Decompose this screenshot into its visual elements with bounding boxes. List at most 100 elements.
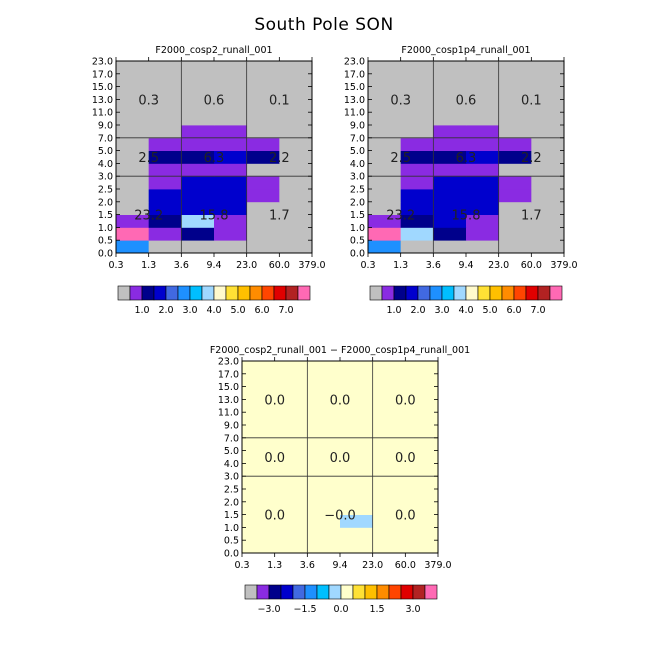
heatmap-cell [372, 373, 406, 387]
heatmap-cell [274, 501, 308, 515]
colorbar-swatch [285, 285, 299, 301]
heatmap-cell [368, 176, 402, 190]
x-tick-label: 379.0 [550, 260, 577, 271]
heatmap-cell [368, 201, 402, 215]
group-value-label: 23.2 [386, 209, 415, 224]
colorbar-label: 5.0 [482, 305, 497, 316]
heatmap-cell [340, 476, 374, 490]
x-tick-label: 379.0 [424, 560, 451, 571]
heatmap-cell [242, 386, 276, 400]
heatmap-cell [116, 86, 150, 100]
heatmap-cell [340, 437, 374, 451]
heatmap-cell [466, 150, 500, 164]
group-value-label: 2.2 [521, 151, 542, 166]
x-tick-label: 1.3 [393, 260, 408, 271]
colorbar-label: 6.0 [506, 305, 521, 316]
colorbar-swatch [429, 285, 443, 301]
y-tick-label: 2.5 [98, 185, 113, 196]
y-tick-label: 3.0 [224, 472, 239, 483]
heatmap-cell [181, 176, 215, 190]
heatmap-cell [531, 150, 565, 164]
heatmap-cell [405, 476, 439, 490]
heatmap-cell [214, 73, 248, 87]
heatmap-cell [340, 386, 374, 400]
colorbar-swatch [129, 285, 143, 301]
group-value-label: 0.0 [330, 393, 351, 408]
heatmap-cell [340, 463, 374, 477]
heatmap-cell [400, 61, 434, 75]
group-value-label: 0.1 [521, 93, 542, 108]
heatmap-cell [498, 86, 532, 100]
colorbar-swatch [189, 285, 203, 301]
heatmap-cell [307, 361, 341, 375]
heatmap-cell [372, 412, 406, 426]
heatmap-cell [274, 386, 308, 400]
y-tick-label: 1.5 [350, 210, 365, 221]
heatmap-cell [307, 450, 341, 464]
heatmap-cell [400, 240, 434, 254]
heatmap-cell [433, 214, 467, 228]
heatmap-cell [307, 489, 341, 503]
group-value-label: 6.3 [204, 151, 225, 166]
heatmap-cell [372, 399, 406, 413]
group-value-label: 2.5 [390, 151, 411, 166]
heatmap-cell [405, 489, 439, 503]
heatmap-cell [466, 99, 500, 113]
heatmap-cell [116, 227, 150, 241]
y-tick-label: 1.0 [350, 223, 365, 234]
heatmap-cell [214, 150, 248, 164]
colorbar-swatch [393, 285, 407, 301]
figure-title: South Pole SON [254, 15, 394, 35]
heatmap-cell [246, 163, 280, 177]
heatmap-cell [214, 214, 248, 228]
y-tick-label: 11.0 [92, 108, 113, 119]
heatmap-cell [242, 437, 276, 451]
x-tick-label: 3.6 [174, 260, 189, 271]
colorbar-swatch [525, 285, 539, 301]
heatmap-cell [279, 61, 313, 75]
heatmap-cell [405, 501, 439, 515]
heatmap-cell [531, 240, 565, 254]
heatmap-cell [531, 112, 565, 126]
y-tick-label: 4.0 [98, 159, 113, 170]
colorbar-swatch [376, 584, 390, 600]
heatmap-cell [279, 176, 313, 190]
y-tick-label: 5.0 [224, 446, 239, 457]
heatmap-cell [214, 240, 248, 254]
heatmap-cell [400, 99, 434, 113]
colorbar-swatch [424, 584, 438, 600]
heatmap-cell [368, 150, 402, 164]
heatmap-cell [498, 227, 532, 241]
heatmap-cell [466, 201, 500, 215]
heatmap-cell [466, 189, 500, 203]
group-value-label: 0.6 [204, 93, 225, 108]
heatmap-cell [148, 163, 182, 177]
heatmap-cell [400, 214, 434, 228]
heatmap-cell [368, 163, 402, 177]
y-tick-label: 11.0 [218, 408, 239, 419]
heatmap-cell [433, 227, 467, 241]
colorbar-swatch [453, 285, 467, 301]
heatmap-cell [340, 425, 374, 439]
heatmap-cell [116, 73, 150, 87]
heatmap-cell [242, 373, 276, 387]
heatmap-cell [246, 125, 280, 139]
heatmap-cell [181, 73, 215, 87]
heatmap-cell [400, 227, 434, 241]
heatmap-cell [214, 125, 248, 139]
group-value-label: 0.6 [456, 93, 477, 108]
colorbar-swatch [489, 285, 503, 301]
heatmap-cell [466, 73, 500, 87]
colorbar-swatch [273, 285, 287, 301]
heatmap-cell [372, 450, 406, 464]
y-tick-label: 0.0 [350, 249, 365, 260]
colorbar-label: 4.0 [206, 305, 221, 316]
heatmap-cell [274, 437, 308, 451]
heatmap-cell [279, 125, 313, 139]
x-tick-label: 60.0 [395, 560, 416, 571]
heatmap-cell [279, 86, 313, 100]
heatmap-cell [340, 527, 374, 541]
heatmap-cell [531, 137, 565, 151]
y-tick-label: 2.0 [350, 197, 365, 208]
heatmap-cell [531, 61, 565, 75]
